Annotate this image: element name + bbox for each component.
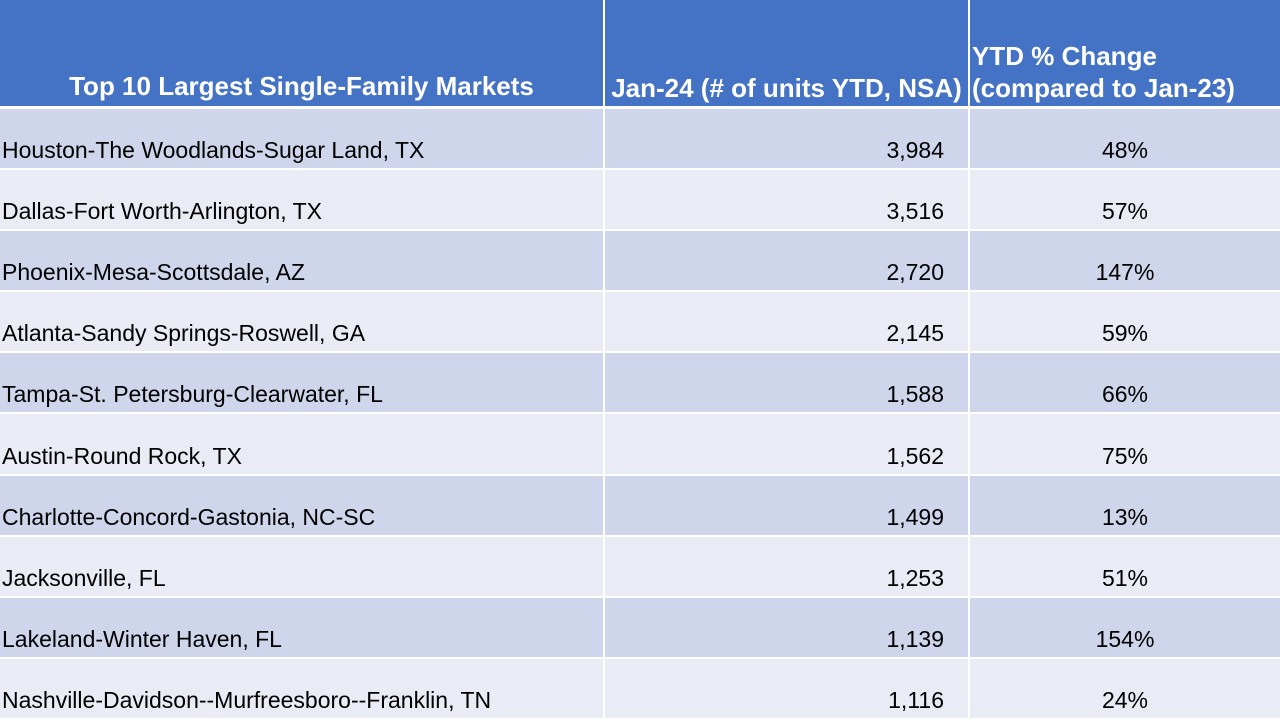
table-row-6-units: 1,562 [605,414,970,476]
table-row-3-units: 2,720 [605,231,970,293]
table-row-10-market: Nashville-Davidson--Murfreesboro--Frankl… [0,658,605,720]
table-row-8-change: 51% [970,536,1280,598]
table-row-8-units: 1,253 [605,536,970,598]
table-row-3-market: Phoenix-Mesa-Scottsdale, AZ [0,231,605,293]
table-row-7-change: 13% [970,475,1280,537]
table-row-4-units: 2,145 [605,292,970,354]
table-row-6-market: Austin-Round Rock, TX [0,414,605,476]
table-row-1-units: 3,984 [605,109,970,171]
table-row-2-change: 57% [970,170,1280,232]
table-row-6-change: 75% [970,414,1280,476]
table-row-3-change: 147% [970,231,1280,293]
table-row-5-market: Tampa-St. Petersburg-Clearwater, FL [0,353,605,415]
table-row-4-market: Atlanta-Sandy Springs-Roswell, GA [0,292,605,354]
header-change: YTD % Change (compared to Jan-23) [970,0,1280,109]
table-row-5-change: 66% [970,353,1280,415]
table-row-2-units: 3,516 [605,170,970,232]
table-row-7-units: 1,499 [605,475,970,537]
table-row-10-change: 24% [970,658,1280,720]
table-row-1-change: 48% [970,109,1280,171]
table-row-5-units: 1,588 [605,353,970,415]
table-row-7-market: Charlotte-Concord-Gastonia, NC-SC [0,475,605,537]
table-row-10-units: 1,116 [605,658,970,720]
table-row-1-market: Houston-The Woodlands-Sugar Land, TX [0,109,605,171]
table-row-2-market: Dallas-Fort Worth-Arlington, TX [0,170,605,232]
header-units: Jan-24 (# of units YTD, NSA) [605,0,970,109]
table-row-4-change: 59% [970,292,1280,354]
table-row-9-market: Lakeland-Winter Haven, FL [0,597,605,659]
table-row-9-change: 154% [970,597,1280,659]
header-market: Top 10 Largest Single-Family Markets [0,0,605,109]
table-row-8-market: Jacksonville, FL [0,536,605,598]
table-row-9-units: 1,139 [605,597,970,659]
